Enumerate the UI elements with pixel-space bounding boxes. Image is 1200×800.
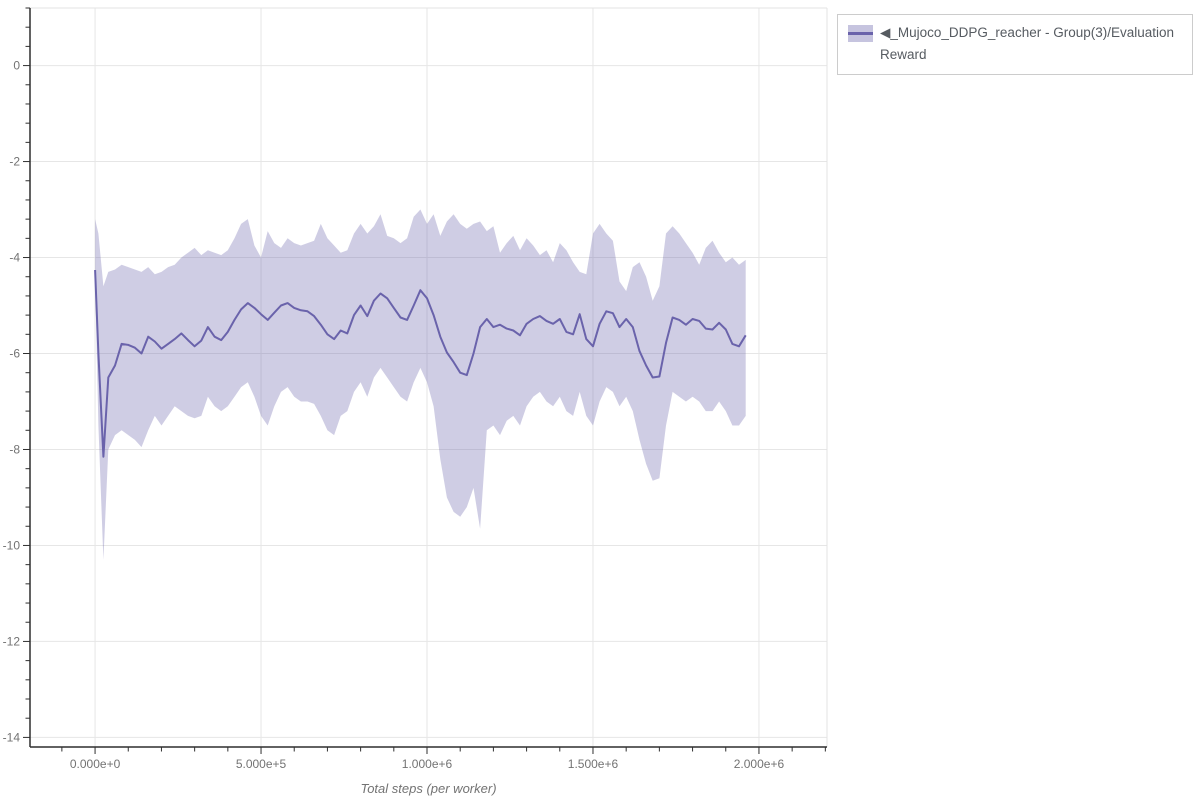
y-tick-label: -12 [3, 634, 21, 648]
mean-line[interactable] [94, 269, 747, 458]
legend-line-icon [848, 32, 873, 35]
confidence-band [95, 209, 746, 560]
y-tick-label: -14 [3, 730, 21, 744]
y-tick-label: -6 [9, 347, 20, 361]
x-tick-label: 1.500e+6 [568, 757, 619, 771]
x-tick-label: 1.000e+6 [402, 757, 453, 771]
y-tick-label: -10 [3, 538, 21, 552]
y-tick-label: 0 [13, 59, 20, 73]
y-tick-label: -2 [9, 155, 20, 169]
y-tick-label: -8 [9, 442, 20, 456]
x-tick-label: 5.000e+5 [236, 757, 287, 771]
legend-swatch[interactable] [848, 25, 873, 42]
x-tick-label: 2.000e+6 [734, 757, 785, 771]
legend[interactable]: ◀_Mujoco_DDPG_reacher - Group(3)/Evaluat… [837, 14, 1193, 75]
y-tick-label: -4 [9, 251, 20, 265]
x-axis-title: Total steps (per worker) [360, 781, 497, 796]
legend-label[interactable]: ◀_Mujoco_DDPG_reacher - Group(3)/Evaluat… [880, 25, 1175, 62]
x-tick-label: 0.000e+0 [70, 757, 121, 771]
